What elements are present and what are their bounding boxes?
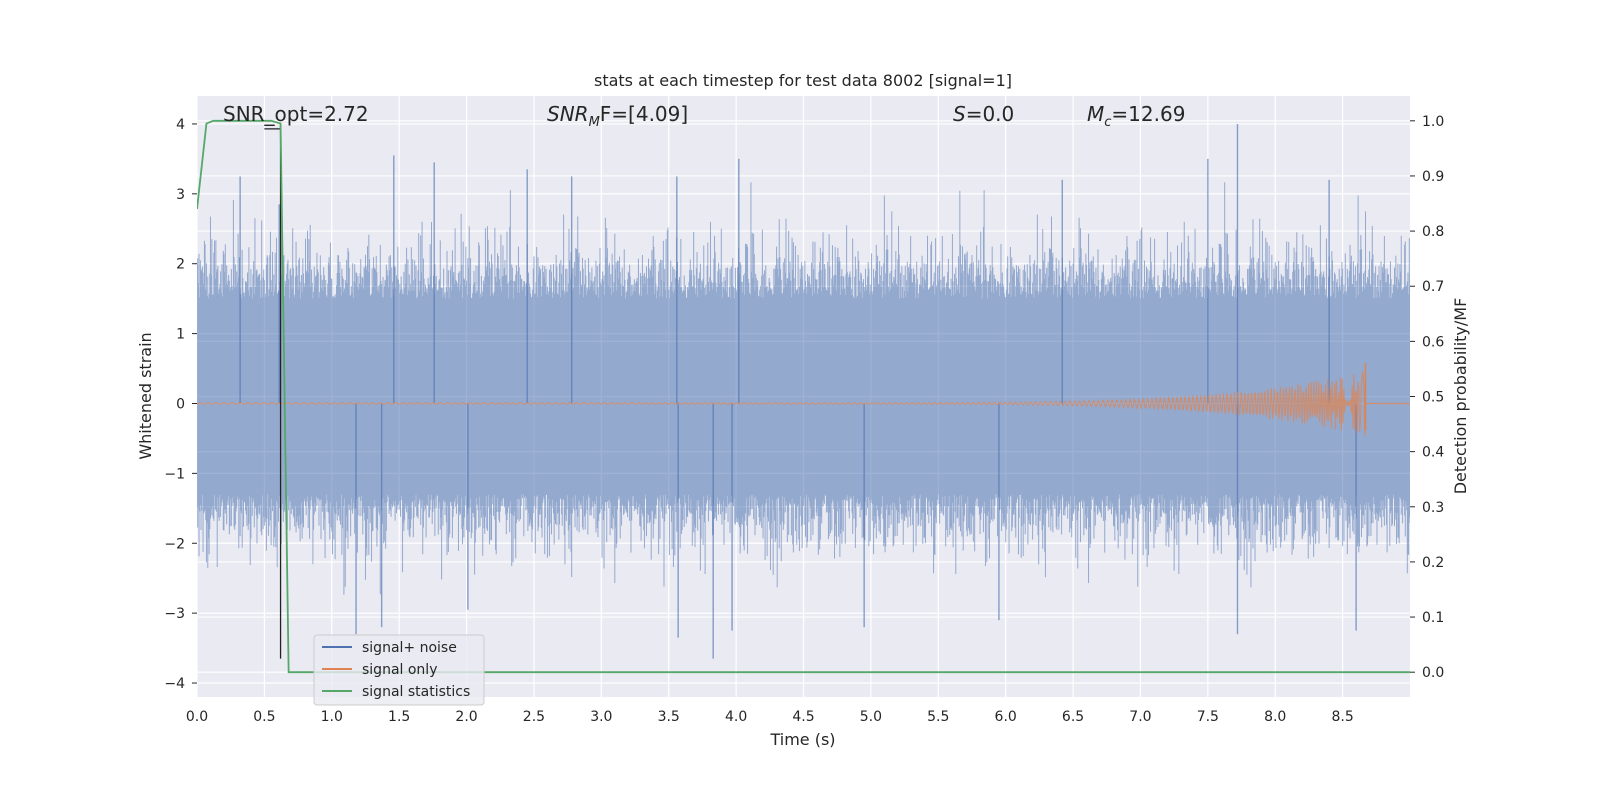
x-tick-label: 3.0 <box>590 709 612 725</box>
annotation-snr-mf-sub: M <box>589 115 600 130</box>
x-tick-label: 8.5 <box>1331 709 1353 725</box>
x-tick-label: 1.0 <box>321 709 343 725</box>
x-tick-label: 5.0 <box>860 709 882 725</box>
y-tick-label: 0 <box>176 396 185 412</box>
x-tick-label: 6.0 <box>995 709 1017 725</box>
x-axis-ticks: 0.0 0.5 1.0 1.5 2.0 2.5 3.0 3.5 4.0 4.5 5.0 5.5 6.0 6… <box>186 709 1354 725</box>
signal-only-trace <box>197 362 1367 436</box>
y-tick-label: −3 <box>164 606 185 622</box>
series-signal-plus-noise <box>197 123 1410 659</box>
x-tick-label: 3.5 <box>658 709 680 725</box>
y2-tick-label: 0.4 <box>1422 445 1444 461</box>
plot-area <box>197 119 1410 674</box>
y2-tick-label: 0.7 <box>1422 279 1444 295</box>
y2-tick-label: 0.3 <box>1422 500 1444 516</box>
x-tick-label: 0.0 <box>186 709 208 725</box>
annotation-snr-opt: SNR_opt=2.72 <box>223 102 369 126</box>
x-tick-label: 7.0 <box>1129 709 1151 725</box>
annotation-snr-mf-rest: F=[4.09] <box>600 102 688 126</box>
annotation-s-var: S <box>953 102 966 126</box>
y-tick-label: 3 <box>176 187 185 203</box>
y2-tick-label: 0.2 <box>1422 555 1444 571</box>
annotation-mc-var: M <box>1087 102 1104 126</box>
y-tick-label: 4 <box>176 117 185 133</box>
series-signal-only <box>197 362 1410 436</box>
x-tick-label: 8.0 <box>1264 709 1286 725</box>
y2-axis-ticks: 0.0 0.1 0.2 0.3 0.4 0.5 0.6 0.7 0.8 0.9 1.0 <box>1410 114 1444 681</box>
y2-tick-label: 0.1 <box>1422 610 1444 626</box>
x-tick-label: 2.5 <box>523 709 545 725</box>
x-tick-label: 6.5 <box>1062 709 1084 725</box>
y2-tick-label: 0.6 <box>1422 334 1444 350</box>
y-tick-label: 2 <box>176 257 185 273</box>
annotation-snr-mf: SNRMF=[4.09] <box>547 102 688 130</box>
x-tick-label: 7.5 <box>1197 709 1219 725</box>
y2-tick-label: 0.9 <box>1422 169 1444 185</box>
x-tick-label: 5.5 <box>927 709 949 725</box>
y2-tick-label: 0.0 <box>1422 665 1444 681</box>
y2-axis-label: Detection probability/MF <box>1451 298 1470 495</box>
legend-label-signal-plus-noise: signal+ noise <box>362 640 457 656</box>
x-axis-label: Time (s) <box>769 730 835 749</box>
x-tick-label: 4.5 <box>792 709 814 725</box>
y-tick-label: −4 <box>164 676 185 692</box>
y-tick-label: −1 <box>164 466 185 482</box>
annotation-mc-sub: c <box>1104 115 1111 130</box>
legend: signal+ noise signal only signal statist… <box>313 634 485 706</box>
annotation-mc: Mc=12.69 <box>1087 102 1185 130</box>
y-tick-label: −2 <box>164 536 185 552</box>
y2-tick-label: 1.0 <box>1422 114 1444 130</box>
annotation-s-rest: =0.0 <box>966 102 1015 126</box>
signal-statistics-trace <box>197 119 1410 674</box>
annotation-s: S=0.0 <box>953 102 1014 126</box>
x-tick-label: 4.0 <box>725 709 747 725</box>
marker-lines <box>264 123 282 659</box>
legend-label-signal-statistics: signal statistics <box>362 684 470 700</box>
chart-title: stats at each timestep for test data 800… <box>594 71 1012 90</box>
y-tick-label: 1 <box>176 327 185 343</box>
y2-tick-label: 0.5 <box>1422 390 1444 406</box>
x-tick-label: 1.5 <box>388 709 410 725</box>
y-axis-ticks: −4 −3 −2 −1 0 1 2 3 4 <box>164 117 197 692</box>
y2-tick-label: 0.8 <box>1422 224 1444 240</box>
legend-label-signal-only: signal only <box>362 662 437 678</box>
x-tick-label: 0.5 <box>253 709 275 725</box>
x-tick-label: 2.0 <box>455 709 477 725</box>
annotation-mc-rest: =12.69 <box>1111 102 1185 126</box>
legend-box <box>313 634 485 706</box>
annotation-snr-mf-base: SNR <box>547 102 589 126</box>
y-axis-label: Whitened strain <box>136 332 155 459</box>
series-signal-statistics <box>197 119 1410 674</box>
